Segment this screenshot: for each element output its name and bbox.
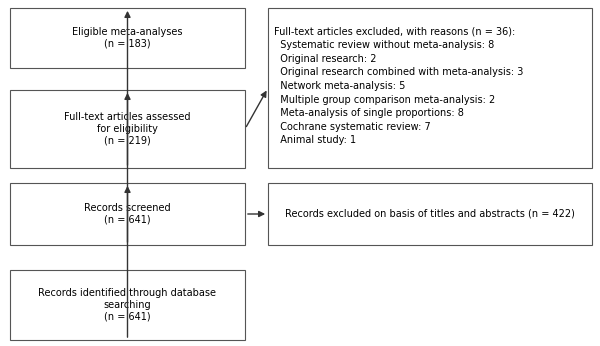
Text: Records screened
(n = 641): Records screened (n = 641): [84, 203, 171, 225]
FancyBboxPatch shape: [268, 8, 592, 168]
FancyBboxPatch shape: [10, 270, 245, 340]
FancyBboxPatch shape: [10, 90, 245, 168]
FancyBboxPatch shape: [10, 8, 245, 68]
Text: Full-text articles excluded, with reasons (n = 36):
  Systematic review without : Full-text articles excluded, with reason…: [274, 27, 523, 145]
FancyBboxPatch shape: [10, 183, 245, 245]
Text: Records excluded on basis of titles and abstracts (n = 422): Records excluded on basis of titles and …: [285, 209, 575, 219]
FancyBboxPatch shape: [268, 183, 592, 245]
Text: Records identified through database
searching
(n = 641): Records identified through database sear…: [38, 289, 217, 321]
Text: Full-text articles assessed
for eligibility
(n = 219): Full-text articles assessed for eligibil…: [64, 112, 191, 146]
Text: Eligible meta-analyses
(n = 183): Eligible meta-analyses (n = 183): [72, 27, 183, 49]
